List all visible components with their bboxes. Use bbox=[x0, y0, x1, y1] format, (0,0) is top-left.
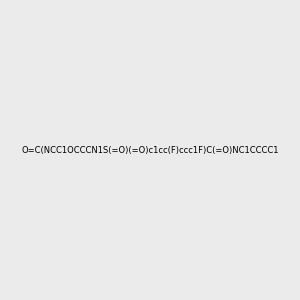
Text: O=C(NCC1OCCCN1S(=O)(=O)c1cc(F)ccc1F)C(=O)NC1CCCC1: O=C(NCC1OCCCN1S(=O)(=O)c1cc(F)ccc1F)C(=O… bbox=[21, 146, 279, 154]
